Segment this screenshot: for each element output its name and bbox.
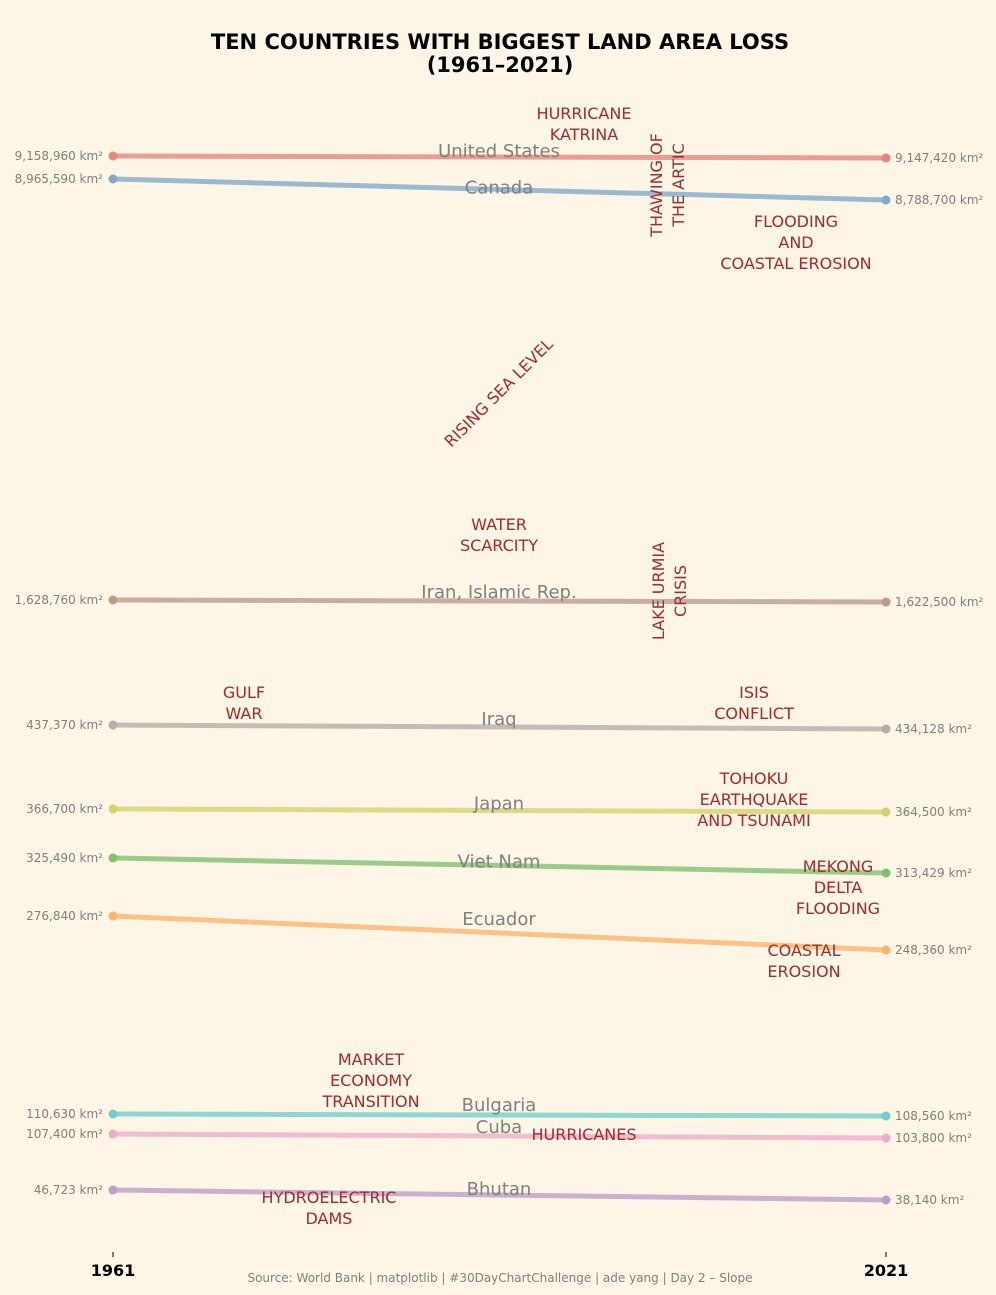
annotation-lake-urmia-crisis: LAKE URMIA CRISIS [649, 542, 690, 640]
point-2021-iran-islamic-rep [881, 597, 891, 607]
point-1961-canada [108, 174, 118, 184]
value-label-2021-viet-nam: 313,429 km² [895, 866, 972, 880]
country-label-viet-nam: Viet Nam [458, 852, 541, 873]
point-1961-bulgaria [108, 1109, 118, 1119]
value-label-2021-iraq: 434,128 km² [895, 722, 972, 736]
slope-line-iran-islamic-rep [110, 597, 889, 605]
annotation-hurricane-katrina: HURRICANE KATRINA [537, 104, 632, 144]
country-label-ecuador: Ecuador [462, 909, 536, 930]
country-label-iran-islamic-rep: Iran, Islamic Rep. [421, 582, 576, 603]
slope-line-canada [110, 176, 889, 203]
point-1961-bhutan [108, 1185, 118, 1195]
point-1961-japan [108, 804, 118, 814]
chart-title: TEN COUNTRIES WITH BIGGEST LAND AREA LOS… [211, 30, 789, 77]
value-labels: 9,158,960 km² 9,147,420 km² 8,965,590 km² 8… [15, 149, 984, 1207]
value-label-1961-iraq: 437,370 km² [26, 718, 103, 732]
value-label-1961-united-states: 9,158,960 km² [15, 149, 104, 163]
point-2021-japan [881, 807, 891, 817]
x-axis: 1961 2021 [91, 1252, 909, 1280]
slope-line-bhutan [110, 1187, 889, 1203]
country-label-japan: Japan [473, 794, 524, 815]
source-note: Source: World Bank | matplotlib | #30Day… [247, 1271, 752, 1285]
annotation-isis-conflict: ISIS CONFLICT [714, 683, 794, 723]
point-1961-ecuador [108, 911, 118, 921]
point-1961-viet-nam [108, 853, 118, 863]
point-2021-viet-nam [881, 868, 891, 878]
point-2021-bulgaria [881, 1111, 891, 1121]
value-label-2021-bhutan: 38,140 km² [895, 1193, 964, 1207]
annotations: HURRICANE KATRINA THAWING OF THE ARTIC FLOOD… [223, 104, 880, 1228]
svg-text:RISING SEA LEVEL: RISING SEA LEVEL [441, 334, 557, 450]
annotation-hydroelectric-dams: HYDROELECTRIC DAMS [262, 1188, 397, 1228]
annotation-flooding-and-coastal-erosion: FLOODING AND COASTAL EROSION [720, 212, 871, 273]
value-label-1961-ecuador: 276,840 km² [26, 909, 103, 923]
point-1961-cuba [108, 1129, 118, 1139]
slope-line-cuba [110, 1131, 889, 1141]
point-2021-ecuador [881, 945, 891, 955]
point-2021-iraq [881, 724, 891, 734]
value-label-2021-ecuador: 248,360 km² [895, 943, 972, 957]
value-label-1961-bulgaria: 110,630 km² [26, 1107, 103, 1121]
country-label-united-states: United States [438, 141, 560, 162]
value-label-1961-japan: 366,700 km² [26, 802, 103, 816]
point-1961-iran-islamic-rep [108, 595, 118, 605]
point-1961-united-states [108, 151, 118, 161]
annotation-hurricanes: HURRICANES [531, 1125, 636, 1144]
slope-line-japan [110, 806, 889, 815]
annotation-gulf-war: GULF WAR [223, 683, 265, 723]
slope-line-united-states [110, 153, 889, 161]
annotation-thawing-of-the-artic: THAWING OF THE ARTIC [647, 133, 688, 238]
slope-line-ecuador [110, 913, 889, 953]
country-names: United States Canada Iran, Islamic Rep. Ira… [421, 141, 576, 1200]
country-label-iraq: Iraq [481, 709, 516, 730]
country-label-cuba: Cuba [476, 1117, 522, 1138]
chart-title-text: TEN COUNTRIES WITH BIGGEST LAND AREA LOS… [211, 30, 789, 77]
annotation-rising-sea-level: RISING SEA LEVEL [441, 334, 557, 450]
x-tick-label-1961: 1961 [91, 1261, 136, 1280]
value-label-2021-canada: 8,788,700 km² [895, 193, 984, 207]
country-label-bhutan: Bhutan [467, 1179, 532, 1200]
value-label-2021-japan: 364,500 km² [895, 805, 972, 819]
x-tick-label-2021: 2021 [864, 1261, 909, 1280]
value-label-1961-canada: 8,965,590 km² [15, 172, 104, 186]
value-label-1961-iran-islamic-rep: 1,628,760 km² [15, 593, 104, 607]
value-label-1961-viet-nam: 325,490 km² [26, 851, 103, 865]
annotation-mekong-delta-flooding: MEKONG DELTA FLOODING [796, 857, 880, 918]
slope-line-bulgaria [110, 1111, 889, 1119]
annotation-water-scarcity: WATER SCARCITY [460, 515, 538, 555]
annotation-tohoku-earthquake-and-tsunami: TOHOKU EARTHQUAKE AND TSUNAMI [697, 769, 810, 830]
country-label-bulgaria: Bulgaria [462, 1095, 537, 1116]
series-lines [108, 151, 891, 1205]
point-2021-cuba [881, 1133, 891, 1143]
value-label-2021-bulgaria: 108,560 km² [895, 1109, 972, 1123]
point-2021-united-states [881, 153, 891, 163]
annotation-market-economy-transition: MARKET ECONOMY TRANSITION [321, 1050, 419, 1111]
value-label-2021-cuba: 103,800 km² [895, 1131, 972, 1145]
value-label-2021-iran-islamic-rep: 1,622,500 km² [895, 595, 984, 609]
value-label-1961-cuba: 107,400 km² [26, 1127, 103, 1141]
annotation-coastal-erosion: COASTAL EROSION [767, 941, 840, 981]
point-2021-bhutan [881, 1195, 891, 1205]
value-label-2021-united-states: 9,147,420 km² [895, 151, 984, 165]
slope-line-iraq [110, 722, 889, 732]
slope-line-viet-nam [110, 855, 889, 876]
point-2021-canada [881, 195, 891, 205]
point-1961-iraq [108, 720, 118, 730]
value-label-1961-bhutan: 46,723 km² [34, 1183, 103, 1197]
country-label-canada: Canada [465, 178, 534, 199]
